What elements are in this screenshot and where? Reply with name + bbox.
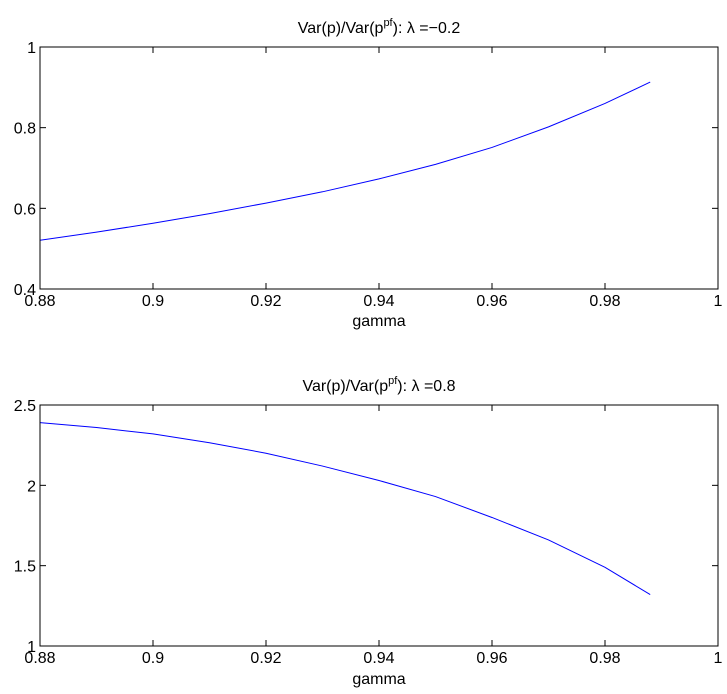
y-tick-label: 0.4 <box>14 282 36 299</box>
series-line-1 <box>40 422 651 596</box>
x-tick-label: 0.98 <box>589 293 620 310</box>
y-tick-label: 1 <box>27 639 36 656</box>
y-tick-label: 0.6 <box>14 201 36 218</box>
x-tick-label: 0.88 <box>24 293 55 310</box>
x-tick-label: 0.98 <box>589 650 620 667</box>
x-tick-label: 1 <box>714 650 723 667</box>
y-tick-label: 1.5 <box>14 559 36 576</box>
chart-title: Var(p)/Var(ppf): λ =−0.2 <box>298 17 461 37</box>
series-line-1 <box>40 81 651 241</box>
x-tick-label: 0.92 <box>250 650 281 667</box>
x-tick-label: 0.96 <box>476 293 507 310</box>
x-tick-label: 0.88 <box>24 650 55 667</box>
x-tick-label: 0.9 <box>142 293 164 310</box>
axes-box <box>39 404 719 647</box>
x-tick-label: 0.94 <box>363 293 394 310</box>
x-axis-label: gamma <box>352 313 405 330</box>
x-tick-label: 0.9 <box>142 650 164 667</box>
chart-title: Var(p)/Var(ppf): λ =0.8 <box>302 375 455 395</box>
subplot-2: Var(p)/Var(ppf): λ =0.8 0.88 0.9 0.92 0.94 0.… <box>14 375 723 688</box>
axes-box <box>39 46 719 290</box>
y-tick-label: 0.8 <box>14 121 36 138</box>
y-tick-label: 1 <box>27 40 36 57</box>
subplot-1: Var(p)/Var(ppf): λ =−0.2 0.88 0.9 0.92 0.94 0… <box>14 17 723 330</box>
x-axis-label: gamma <box>352 671 405 688</box>
x-tick-label: 1 <box>714 293 723 310</box>
y-tick-label: 2.5 <box>14 398 36 415</box>
x-tick-label: 0.92 <box>250 293 281 310</box>
x-tick-label: 0.96 <box>476 650 507 667</box>
y-tick-label: 2 <box>27 478 36 495</box>
x-tick-label: 0.94 <box>363 650 394 667</box>
